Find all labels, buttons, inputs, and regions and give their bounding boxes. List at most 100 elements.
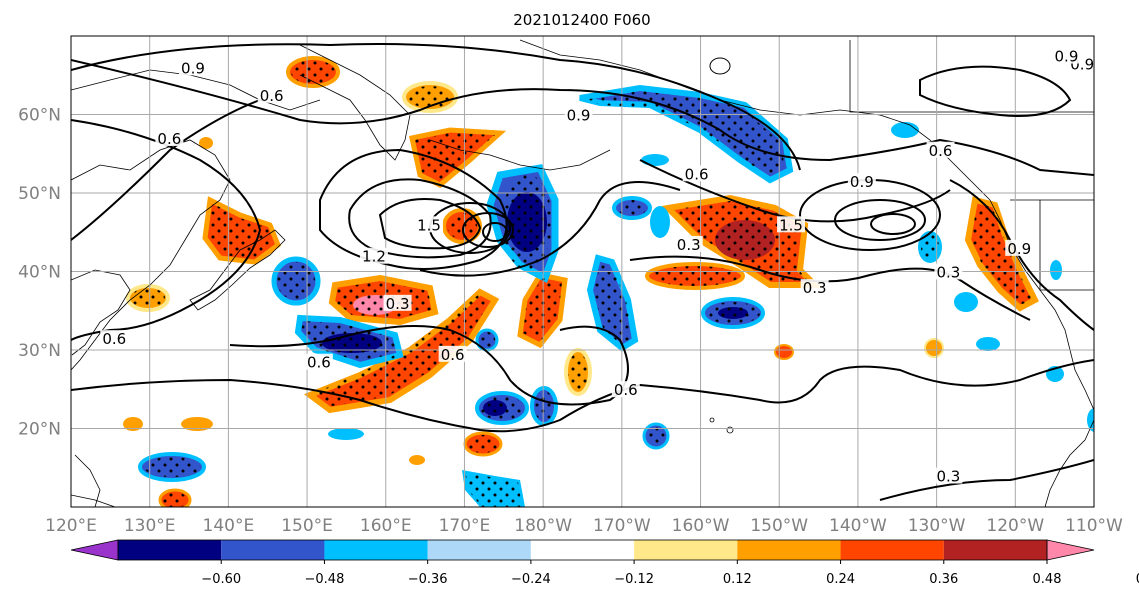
coastline-north-america-west xyxy=(989,199,1094,411)
aleutian-islands xyxy=(429,139,611,171)
contour-label: 0.9 xyxy=(181,59,205,77)
anomaly-negative xyxy=(641,154,669,166)
colorbar-tick-label: 0.60 xyxy=(1136,572,1139,587)
anomaly-positive xyxy=(409,455,425,465)
contour-label-bg xyxy=(800,279,829,296)
contour-label: 0.6 xyxy=(614,381,638,399)
contour-1.8-east xyxy=(870,213,916,235)
contour-label: 0.3 xyxy=(936,468,960,486)
contour-label: 0.6 xyxy=(441,346,465,364)
lon-label: 140°W xyxy=(829,516,887,536)
contour-0.3-south xyxy=(879,459,1094,501)
contour-0.9-asia xyxy=(71,99,261,241)
colorbar-segment xyxy=(634,540,738,560)
colorbar-segment xyxy=(324,540,428,560)
coastline-japan xyxy=(189,229,286,311)
contour-label-bg xyxy=(1005,239,1034,256)
lon-label: 160°W xyxy=(672,516,730,536)
anomaly-negative xyxy=(1050,260,1062,280)
contour-label-bg xyxy=(359,247,388,264)
contour-label-bg xyxy=(611,381,640,398)
lon-label: 120°W xyxy=(986,516,1044,536)
contour-labels: 0.9 0.6 0.6 0.9 0.6 0.9 0.6 0.9 1.5 1.2 1.5 0.3 0.3 0… xyxy=(100,47,1094,486)
border-alaska-canada xyxy=(849,40,1094,113)
contour-label: 0.3 xyxy=(936,263,960,281)
anomaly-negative xyxy=(891,122,919,138)
contour-1.5-east xyxy=(834,199,926,241)
colorbar-tick-label: 0.12 xyxy=(723,572,752,587)
anomaly-positive xyxy=(181,417,213,431)
colorbar-segment xyxy=(427,540,531,560)
lon-label: 160°E xyxy=(360,516,412,536)
contour-label-bg xyxy=(383,294,412,311)
contour-label-bg xyxy=(100,330,129,347)
contour-0.6-mid xyxy=(229,325,629,406)
colorbar-segment xyxy=(221,540,325,560)
anomaly-positive xyxy=(774,344,794,360)
colorbar-tick-label: 0.48 xyxy=(1033,572,1062,587)
coastline-indonesia xyxy=(71,494,116,507)
contour-label: 0.6 xyxy=(102,330,126,348)
map-panel: 0.9 0.6 0.6 0.9 0.6 0.9 0.6 0.9 1.5 1.2 1.5 0.3 0.3 0… xyxy=(71,36,1094,507)
anomaly-negative xyxy=(328,428,364,440)
lat-label: 20°N xyxy=(18,420,61,440)
lon-label: 140°E xyxy=(203,516,255,536)
anomaly-negative xyxy=(1087,408,1094,432)
colorbar-tick-label: 0.36 xyxy=(929,572,958,587)
contour-label-bg xyxy=(674,235,703,252)
coastline-siberia xyxy=(71,69,321,111)
contour-label: 0.6 xyxy=(157,130,181,148)
lon-label: 110°W xyxy=(1065,516,1123,536)
contour-label-bg xyxy=(564,106,593,123)
contour-label-bg xyxy=(934,263,963,280)
lon-label: 170°W xyxy=(593,516,651,536)
contour-label-bg xyxy=(777,216,806,233)
colorbar-tick-label: 0.24 xyxy=(826,572,855,587)
contour-2.7 xyxy=(482,222,508,242)
contour-label-bg xyxy=(438,345,467,362)
map-frame xyxy=(70,35,1095,508)
colorbar-extend-min xyxy=(70,539,119,561)
contour-1.8 xyxy=(378,198,482,250)
colorbar-tick-label: −0.36 xyxy=(408,572,448,587)
contour-0.6-asia xyxy=(71,119,262,341)
contour-0.9-west xyxy=(71,43,801,171)
contour-label: 1.2 xyxy=(362,248,386,266)
anomaly-negative xyxy=(709,57,731,75)
colorbar-tick-label: −0.12 xyxy=(614,572,654,587)
colorbar-segment xyxy=(943,540,1047,560)
lat-label: 40°N xyxy=(18,263,61,283)
hawaii xyxy=(726,426,734,434)
lon-label: 130°W xyxy=(908,516,966,536)
lat-label: 30°N xyxy=(18,341,61,361)
hawaii xyxy=(709,417,715,423)
contour-0.9-ne xyxy=(919,65,1072,117)
contour-label: 0.3 xyxy=(803,279,827,297)
lon-label: 150°E xyxy=(281,516,333,536)
coastline-korea-china xyxy=(71,269,131,356)
contour-2.4 xyxy=(462,212,514,248)
anomaly-positive xyxy=(924,338,944,358)
lat-label: 50°N xyxy=(18,184,61,204)
border-us-interior xyxy=(1039,200,1094,291)
contour-label: 1.5 xyxy=(779,216,803,234)
colorbar-segment xyxy=(118,540,222,560)
colorbar-tick-label: −0.24 xyxy=(511,572,551,587)
contour-label: 0.6 xyxy=(307,354,331,372)
lon-label: 170°E xyxy=(439,516,491,536)
contour-label-bg xyxy=(934,467,963,484)
contour-label-bg xyxy=(178,59,207,76)
contour-label: 0.6 xyxy=(685,165,709,183)
anomaly-negative xyxy=(650,206,670,238)
contour-label: 0.3 xyxy=(677,236,701,254)
coastline-mexico xyxy=(1044,419,1094,507)
colorbar-frame xyxy=(117,539,1048,561)
contour-label: 0.9 xyxy=(1055,48,1079,66)
lon-label: 120°E xyxy=(45,516,97,536)
anomaly-positive xyxy=(199,137,213,149)
contour-label-bg xyxy=(257,86,286,103)
colorbar-segment xyxy=(840,540,944,560)
chart-title: 2021012400 F060 xyxy=(513,11,650,29)
contour-0.6-north xyxy=(71,59,1094,176)
